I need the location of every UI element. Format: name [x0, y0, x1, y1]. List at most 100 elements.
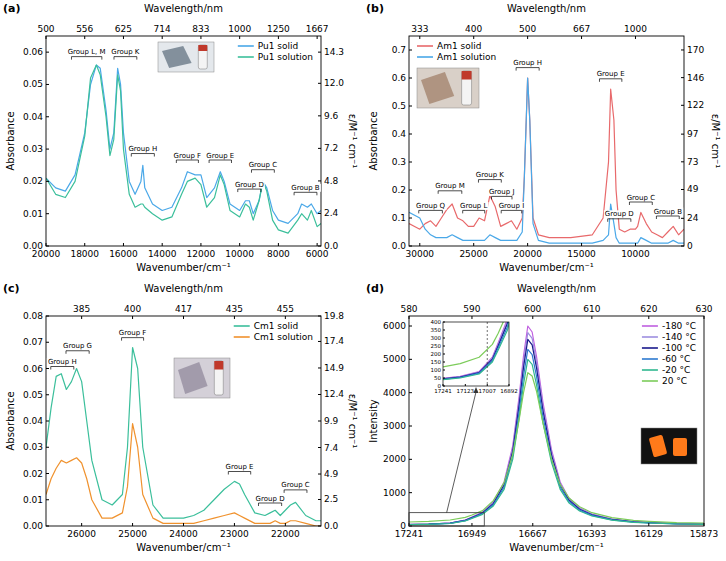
- group-label: Group E: [597, 70, 625, 78]
- x2-tick-label: 385: [73, 304, 90, 314]
- x-tick: [473, 243, 474, 246]
- group-bracket: [438, 191, 462, 194]
- y-tick: [46, 316, 49, 317]
- label-patch: [434, 182, 466, 190]
- y-tick-label: 0.01: [23, 495, 43, 505]
- legend-label: -60 °C: [662, 354, 690, 364]
- x2-tick-label: 1250: [267, 24, 290, 34]
- group-bracket: [656, 216, 679, 219]
- x-tick-label: 23000: [220, 529, 249, 539]
- y-tick-label: 0.2: [392, 185, 406, 195]
- y-tick-label: 0.00: [23, 241, 43, 251]
- y-tick-label: 0.05: [23, 390, 43, 400]
- y2-tick: [318, 180, 321, 181]
- x-tick-label: 16393: [578, 529, 607, 539]
- inset-series-group: [443, 322, 509, 386]
- group-label: Group C: [281, 481, 310, 489]
- x-tick-label: 10000: [225, 249, 254, 259]
- legend-swatch: [642, 325, 658, 327]
- inset-y-tick: [443, 378, 445, 379]
- group-bracket: [629, 202, 652, 205]
- x2-tick-label: 580: [400, 304, 417, 314]
- group-bracket: [463, 210, 485, 213]
- y-tick-label: 3000: [383, 421, 406, 431]
- y-tick: [46, 368, 49, 369]
- x2-axis-title: Wavelength/nm: [517, 283, 596, 294]
- y-tick: [46, 84, 49, 85]
- y2-tick: [681, 49, 684, 50]
- y-tick-label: 0.06: [23, 364, 43, 374]
- y-tick-label: 0.02: [23, 176, 43, 186]
- x-axis-title: Wavenumber/cm⁻¹: [136, 262, 230, 273]
- x-tick: [527, 243, 528, 246]
- y2-tick: [318, 474, 321, 475]
- y2-tick-label: 0.0: [324, 521, 339, 531]
- y-tick: [409, 426, 412, 427]
- label-patch: [110, 48, 141, 56]
- legend: Am1 solidAm1 solution: [417, 41, 496, 62]
- y2-tick-label: 19.8: [324, 311, 344, 321]
- inset-y-tick-label: 0: [438, 383, 442, 389]
- y2-tick: [318, 52, 321, 53]
- y-tick-label: 1000: [383, 488, 406, 498]
- y-tick-label: 0: [400, 521, 406, 531]
- group-bracket: [599, 79, 621, 82]
- x2-tick: [183, 316, 184, 319]
- y-tick: [409, 246, 412, 247]
- group-bracket: [176, 160, 198, 163]
- x2-tick-label: 400: [465, 24, 482, 34]
- y-tick-label: 0.6: [392, 73, 407, 83]
- y-tick-label: 0.05: [23, 79, 43, 89]
- legend-swatch: [417, 45, 433, 47]
- y-tick-label: 0.03: [23, 442, 43, 452]
- x2-tick: [532, 316, 533, 319]
- group-label: Group L, M: [68, 48, 106, 56]
- y-tick: [409, 134, 412, 135]
- group-bracket: [209, 160, 231, 163]
- label-patch: [62, 342, 93, 350]
- series-group: [46, 65, 321, 233]
- group-label: Group I: [499, 202, 525, 210]
- x2-tick: [162, 36, 163, 39]
- x-tick: [123, 243, 124, 246]
- x-tick-label: 30000: [405, 249, 434, 259]
- y2-tick: [318, 115, 321, 116]
- y2-tick: [318, 394, 321, 395]
- legend-label: Pu1 solid: [258, 41, 298, 51]
- x2-tick-label: 500: [519, 24, 536, 34]
- y-tick-label: 0.00: [23, 521, 43, 531]
- legend-label: -100 °C: [662, 343, 696, 353]
- legend-swatch: [238, 56, 254, 58]
- spectrum-line: [409, 373, 704, 523]
- y2-tick: [318, 367, 321, 368]
- y-tick-label: 0.03: [23, 144, 43, 154]
- y-tick: [46, 394, 49, 395]
- y-axis-title: Absorbance: [368, 111, 379, 170]
- x-tick-label: 16129: [634, 529, 663, 539]
- x-tick-label: 24000: [169, 529, 198, 539]
- inset-y-tick: [443, 346, 445, 347]
- x2-tick: [278, 36, 279, 39]
- legend-swatch: [642, 347, 658, 349]
- x2-tick: [527, 36, 528, 39]
- x2-tick-label: 417: [175, 304, 192, 314]
- y-axis-title: Intensity: [368, 399, 379, 443]
- x-tick-label: 26000: [67, 529, 96, 539]
- y2-tick: [681, 218, 684, 219]
- crystal: [673, 438, 687, 456]
- group-label: Group Q: [416, 202, 446, 210]
- group-bracket: [478, 180, 501, 183]
- panel: 1724116949166671639316129158735805906006…: [366, 0, 718, 553]
- x-tick-label: 12000: [187, 249, 216, 259]
- panel: 2000018000160001400012000100008000600050…: [3, 2, 358, 273]
- series-group: [46, 348, 321, 527]
- label-patch: [512, 59, 543, 67]
- x-tick-label: 15000: [567, 249, 596, 259]
- y2-tick: [318, 499, 321, 500]
- inset-y-tick: [443, 338, 445, 339]
- y2-tick-label: 97: [687, 129, 698, 139]
- group-bracket: [501, 210, 521, 213]
- inset-x-tick-label: 17123: [457, 388, 475, 394]
- x-tick: [648, 523, 649, 526]
- y2-tick-label: 49: [687, 184, 699, 194]
